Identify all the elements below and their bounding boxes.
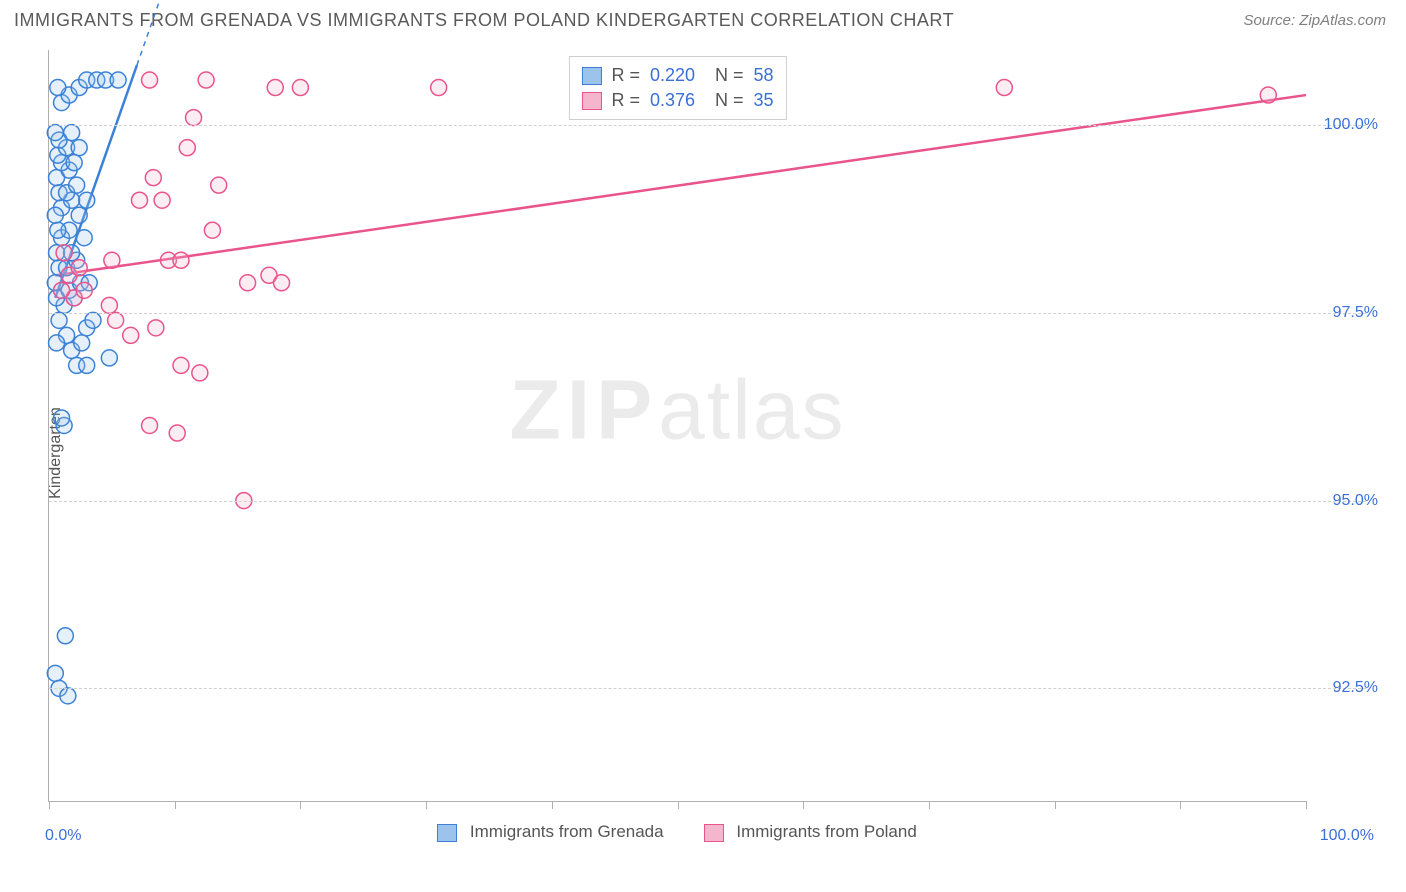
data-point-poland (996, 80, 1012, 96)
x-tick (426, 801, 427, 809)
grid-line (49, 501, 1366, 502)
data-point-grenada (76, 230, 92, 246)
stats-swatch-grenada (581, 67, 601, 85)
data-point-grenada (110, 72, 126, 88)
stats-r-label: R = (611, 65, 640, 86)
chart-source: Source: ZipAtlas.com (1243, 12, 1386, 29)
data-point-grenada (60, 688, 76, 704)
data-point-grenada (66, 155, 82, 171)
data-point-poland (71, 260, 87, 276)
data-point-poland (431, 80, 447, 96)
stats-row-grenada: R = 0.220 N = 58 (581, 63, 773, 88)
x-tick (678, 801, 679, 809)
x-tick (175, 801, 176, 809)
x-tick (1306, 801, 1307, 809)
plot-region: ZIPatlas R = 0.220 N = 58 R = 0.376 N = … (48, 50, 1306, 802)
x-tick (929, 801, 930, 809)
data-point-poland (142, 418, 158, 434)
data-point-grenada (47, 207, 63, 223)
data-point-poland (211, 177, 227, 193)
x-tick (1180, 801, 1181, 809)
data-point-grenada (50, 222, 66, 238)
x-tick (300, 801, 301, 809)
legend-label-grenada: Immigrants from Grenada (470, 822, 664, 841)
x-tick-label: 100.0% (1320, 827, 1374, 845)
stats-swatch-poland (581, 92, 601, 110)
chart-area: Kindergarten ZIPatlas R = 0.220 N = 58 R… (14, 44, 1386, 862)
stats-n-label: N = (715, 90, 744, 111)
data-point-grenada (74, 335, 90, 351)
data-point-poland (169, 425, 185, 441)
data-point-poland (267, 80, 283, 96)
x-tick (803, 801, 804, 809)
legend-swatch-poland (704, 824, 724, 842)
data-point-poland (204, 222, 220, 238)
stats-row-poland: R = 0.376 N = 35 (581, 88, 773, 113)
stats-r-value-poland: 0.376 (650, 90, 695, 111)
data-point-poland (292, 80, 308, 96)
x-tick (1055, 801, 1056, 809)
data-point-grenada (47, 665, 63, 681)
data-point-poland (101, 297, 117, 313)
data-point-poland (198, 72, 214, 88)
data-point-grenada (101, 350, 117, 366)
data-point-poland (123, 327, 139, 343)
data-point-grenada (71, 140, 87, 156)
data-point-poland (154, 192, 170, 208)
stats-r-label: R = (611, 90, 640, 111)
y-tick-label: 92.5% (1314, 679, 1378, 697)
x-tick (49, 801, 50, 809)
y-tick-label: 95.0% (1314, 492, 1378, 510)
data-point-poland (76, 282, 92, 298)
data-point-grenada (64, 125, 80, 141)
data-point-poland (54, 282, 70, 298)
data-point-poland (108, 312, 124, 328)
legend-label-poland: Immigrants from Poland (736, 822, 916, 841)
data-point-grenada (51, 312, 67, 328)
data-point-poland (148, 320, 164, 336)
data-point-grenada (69, 177, 85, 193)
stats-legend-box: R = 0.220 N = 58 R = 0.376 N = 35 (568, 56, 786, 120)
legend-item-poland: Immigrants from Poland (704, 822, 917, 842)
data-point-grenada (79, 357, 95, 373)
data-point-poland (192, 365, 208, 381)
data-point-poland (1260, 87, 1276, 103)
data-point-poland (132, 192, 148, 208)
trend-line-poland (55, 95, 1306, 275)
data-point-grenada (57, 628, 73, 644)
data-point-grenada (49, 335, 65, 351)
grid-line (49, 125, 1366, 126)
data-point-poland (104, 252, 120, 268)
data-point-poland (56, 245, 72, 261)
y-tick-label: 100.0% (1314, 116, 1378, 134)
grid-line (49, 313, 1366, 314)
data-point-grenada (47, 125, 63, 141)
data-point-grenada (79, 192, 95, 208)
data-point-poland (173, 252, 189, 268)
data-point-poland (179, 140, 195, 156)
data-point-poland (186, 110, 202, 126)
stats-n-value-grenada: 58 (754, 65, 774, 86)
data-point-grenada (85, 312, 101, 328)
bottom-legend: Immigrants from Grenada Immigrants from … (48, 822, 1306, 842)
legend-swatch-grenada (437, 824, 457, 842)
chart-header: IMMIGRANTS FROM GRENADA VS IMMIGRANTS FR… (0, 0, 1406, 37)
x-tick (552, 801, 553, 809)
data-point-grenada (50, 80, 66, 96)
data-point-poland (240, 275, 256, 291)
data-point-poland (173, 357, 189, 373)
y-tick-label: 97.5% (1314, 304, 1378, 322)
stats-r-value-grenada: 0.220 (650, 65, 695, 86)
data-point-poland (142, 72, 158, 88)
data-point-poland (145, 170, 161, 186)
grid-line (49, 688, 1366, 689)
legend-item-grenada: Immigrants from Grenada (437, 822, 663, 842)
data-point-poland (274, 275, 290, 291)
data-point-grenada (54, 410, 70, 426)
stats-n-value-poland: 35 (754, 90, 774, 111)
stats-n-label: N = (715, 65, 744, 86)
data-point-grenada (71, 207, 87, 223)
